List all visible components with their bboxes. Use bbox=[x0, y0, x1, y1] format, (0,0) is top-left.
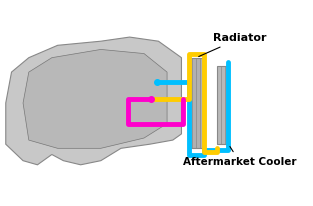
Bar bbox=[189, 58, 204, 148]
Polygon shape bbox=[6, 37, 182, 165]
Polygon shape bbox=[23, 49, 167, 148]
Text: Radiator: Radiator bbox=[199, 33, 267, 57]
Text: Aftermarket Cooler: Aftermarket Cooler bbox=[183, 146, 296, 167]
Bar bbox=[218, 66, 228, 144]
